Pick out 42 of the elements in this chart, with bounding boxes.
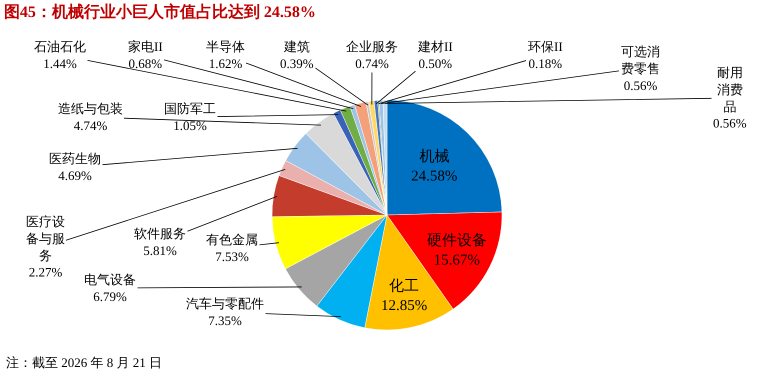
slice-label: 医疗设备与服务 [26, 214, 65, 263]
data-label: 0.56% [624, 78, 658, 93]
slice-label: 家电II [128, 39, 163, 54]
data-label: 2.27% [28, 264, 62, 280]
slice-label: 半导体 [206, 39, 245, 54]
slice-label: 软件服务 [134, 226, 186, 241]
slice-label: 环保II [528, 39, 563, 54]
data-label: 15.67% [434, 252, 480, 268]
data-label: 24.58% [411, 168, 458, 185]
slice-label: 医药生物 [49, 151, 101, 166]
slice-label: 建筑 [282, 39, 310, 54]
data-label: 0.68% [128, 56, 162, 71]
data-label: 1.05% [173, 118, 207, 133]
data-label: 0.74% [355, 56, 389, 71]
data-label: 1.44% [43, 56, 77, 71]
data-label: 4.69% [58, 168, 92, 183]
slice-label: 国防军工 [164, 101, 216, 116]
data-label: 7.53% [215, 248, 249, 264]
slice-label: 建材II [417, 39, 453, 54]
data-label: 1.62% [208, 56, 242, 71]
slice-label: 耐用消费品 [716, 65, 743, 114]
data-label: 0.18% [528, 56, 562, 71]
slice-label: 汽车与零配件 [186, 296, 264, 311]
slice-label: 企业服务 [346, 39, 398, 54]
data-label: 0.50% [418, 56, 452, 71]
data-label: 4.74% [74, 118, 108, 133]
slice-label: 电气设备 [84, 272, 136, 287]
slice-label: 机械 [419, 148, 450, 166]
slice-label: 化工 [389, 278, 420, 295]
slice-label: 硬件设备 [426, 232, 487, 249]
data-label: 12.85% [381, 298, 428, 314]
slice-label: 石油石化 [34, 39, 86, 54]
chart-title: 图45：机械行业小巨人市值占比达到 24.58% [4, 2, 316, 21]
data-label: 7.35% [208, 312, 242, 328]
slice-label: 造纸与包装 [58, 101, 123, 116]
data-label: 6.79% [93, 288, 127, 304]
data-label: 0.39% [280, 56, 314, 71]
data-label: 0.56% [713, 116, 747, 131]
slice-label: 有色金属 [206, 232, 258, 247]
data-label: 5.81% [143, 242, 177, 258]
slice-label: 可选消费零售 [621, 44, 660, 76]
text: 注：截至 2026 年 8 月 21 日 [6, 355, 162, 370]
